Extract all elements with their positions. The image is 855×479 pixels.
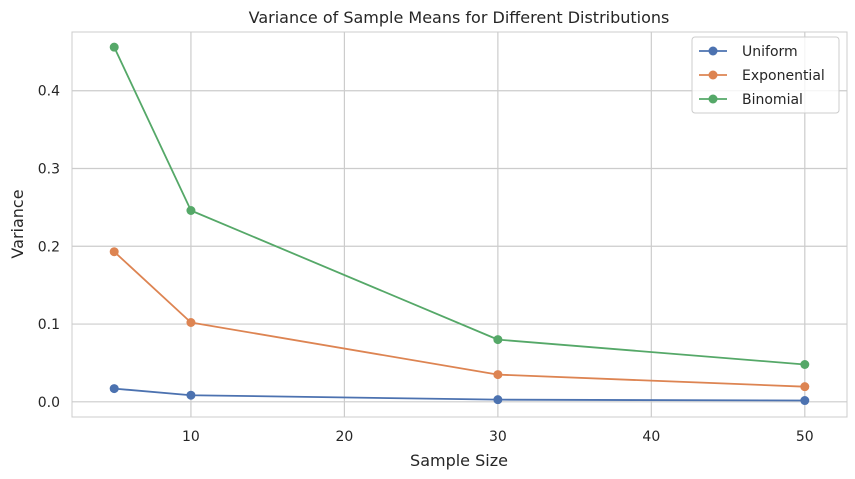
x-axis-label: Sample Size [410,451,508,470]
data-point-uniform [186,390,196,400]
data-point-exponential [800,382,810,392]
data-point-uniform [493,395,503,405]
y-tick-label: 0.3 [38,162,60,178]
data-point-uniform [109,384,119,394]
legend: Uniform Exponential Binomial [691,36,840,114]
data-point-binomial [800,360,810,369]
legend-marker-uniform [708,46,718,56]
legend-label-uniform: Uniform [742,44,798,60]
data-point-binomial [186,206,196,215]
y-tick-label: 0.1 [38,317,60,333]
series-line-binomial [113,46,805,366]
legend-item-exponential: Exponential [699,68,825,84]
y-tick-label: 0.2 [38,239,60,255]
series-line-uniform [114,387,805,402]
data-point-uniform [800,396,810,406]
data-point-exponential [186,318,196,327]
x-tick-label: 30 [489,429,507,445]
series-exponential [109,247,810,392]
y-tick-label: 0.4 [38,84,60,100]
data-point-binomial [493,335,503,345]
legend-box [691,36,840,114]
legend-label-exponential: Exponential [742,68,825,84]
plot-series [109,42,810,406]
data-point-exponential [109,247,119,257]
chart-title: Variance of Sample Means for Different D… [249,8,670,27]
legend-item-binomial: Binomial [699,92,803,108]
axis-ticks: 10 20 30 40 50 0.0 0.1 0.2 0.3 0.4 [38,84,814,445]
legend-marker-exponential [708,70,718,80]
legend-item-uniform: Uniform [699,44,798,60]
x-tick-label: 20 [335,429,353,445]
data-point-exponential [493,370,503,380]
series-binomial [109,42,810,369]
legend-marker-binomial [708,94,718,104]
x-tick-label: 40 [642,429,660,445]
x-tick-label: 50 [796,429,814,445]
data-point-binomial [109,42,119,52]
x-tick-label: 10 [182,429,200,445]
y-tick-label: 0.0 [38,395,60,411]
y-axis-label: Variance [8,189,27,258]
legend-label-binomial: Binomial [742,92,803,108]
plot-area-frame [71,31,848,418]
series-uniform [109,384,810,406]
series-line-exponential [113,251,805,388]
